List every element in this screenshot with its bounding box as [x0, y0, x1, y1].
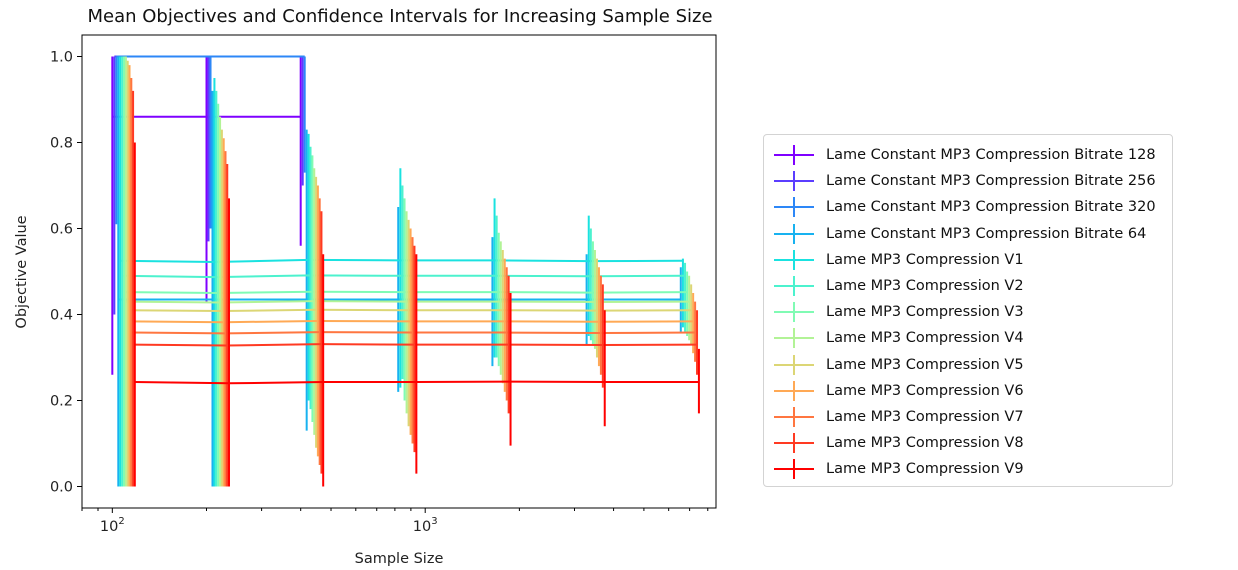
legend-swatch — [774, 380, 814, 401]
series-8 — [126, 60, 693, 487]
legend-item: Lame Constant MP3 Compression Bitrate 64 — [764, 221, 1172, 247]
legend-swatch — [774, 145, 814, 166]
legend-item: Lame MP3 Compression V1 — [764, 247, 1172, 273]
series-11 — [132, 90, 699, 487]
legend-item: Lame MP3 Compression V3 — [764, 299, 1172, 325]
x-tick-label: 103 — [413, 516, 438, 535]
legend-swatch — [774, 276, 814, 297]
legend-swatch — [774, 354, 814, 375]
x-tick-label: 102 — [100, 516, 125, 535]
legend-label: Lame MP3 Compression V2 — [826, 278, 1024, 295]
legend-label: Lame MP3 Compression V3 — [826, 304, 1024, 321]
legend-label: Lame MP3 Compression V9 — [826, 461, 1024, 478]
plot-frame — [81, 34, 717, 509]
series-12 — [133, 142, 700, 487]
legend-label: Lame Constant MP3 Compression Bitrate 12… — [826, 147, 1156, 164]
series-3 — [117, 56, 682, 487]
legend-label: Lame MP3 Compression V7 — [826, 408, 1024, 425]
legend-label: Lame MP3 Compression V1 — [826, 251, 1024, 268]
legend-swatch — [774, 249, 814, 270]
legend-item: Lame Constant MP3 Compression Bitrate 25… — [764, 168, 1172, 194]
series-6 — [123, 56, 689, 487]
y-tick-label: 0.2 — [50, 394, 73, 410]
y-tick-label: 0.0 — [50, 480, 73, 496]
legend-label: Lame Constant MP3 Compression Bitrate 32… — [826, 199, 1156, 216]
legend-item: Lame MP3 Compression V8 — [764, 430, 1172, 456]
legend-item: Lame MP3 Compression V4 — [764, 325, 1172, 351]
series-5 — [121, 56, 687, 487]
legend-swatch — [774, 459, 814, 480]
legend-label: Lame MP3 Compression V8 — [826, 435, 1024, 452]
legend-swatch — [774, 171, 814, 192]
legend-swatch — [774, 197, 814, 218]
series-4 — [119, 56, 684, 487]
series-7 — [124, 56, 691, 487]
legend-swatch — [774, 328, 814, 349]
legend: Lame Constant MP3 Compression Bitrate 12… — [763, 134, 1173, 488]
series-2 — [115, 55, 306, 229]
legend-item: Lame MP3 Compression V7 — [764, 404, 1172, 430]
chart-title: Mean Objectives and Confidence Intervals… — [87, 6, 713, 27]
y-tick-label: 0.8 — [50, 136, 73, 152]
legend-swatch — [774, 433, 814, 454]
x-axis-label: Sample Size — [355, 551, 444, 567]
legend-label: Lame MP3 Compression V4 — [826, 330, 1024, 347]
legend-item: Lame MP3 Compression V2 — [764, 273, 1172, 299]
legend-item: Lame MP3 Compression V5 — [764, 352, 1172, 378]
legend-label: Lame MP3 Compression V5 — [826, 356, 1024, 373]
y-tick-label: 0.4 — [50, 308, 73, 324]
legend-item: Lame Constant MP3 Compression Bitrate 32… — [764, 194, 1172, 220]
legend-swatch — [774, 223, 814, 244]
y-tick-label: 0.6 — [50, 222, 73, 238]
y-tick-label: 1.0 — [50, 50, 73, 66]
legend-label: Lame MP3 Compression V6 — [826, 382, 1024, 399]
legend-swatch — [774, 302, 814, 323]
series-10 — [130, 78, 697, 487]
legend-item: Lame MP3 Compression V9 — [764, 456, 1172, 482]
legend-swatch — [774, 406, 814, 427]
legend-label: Lame Constant MP3 Compression Bitrate 64 — [826, 225, 1147, 242]
legend-item: Lame Constant MP3 Compression Bitrate 12… — [764, 142, 1172, 168]
series-0 — [111, 56, 302, 375]
y-axis-label: Objective Value — [14, 215, 30, 328]
legend-item: Lame MP3 Compression V6 — [764, 378, 1172, 404]
legend-label: Lame Constant MP3 Compression Bitrate 25… — [826, 173, 1156, 190]
